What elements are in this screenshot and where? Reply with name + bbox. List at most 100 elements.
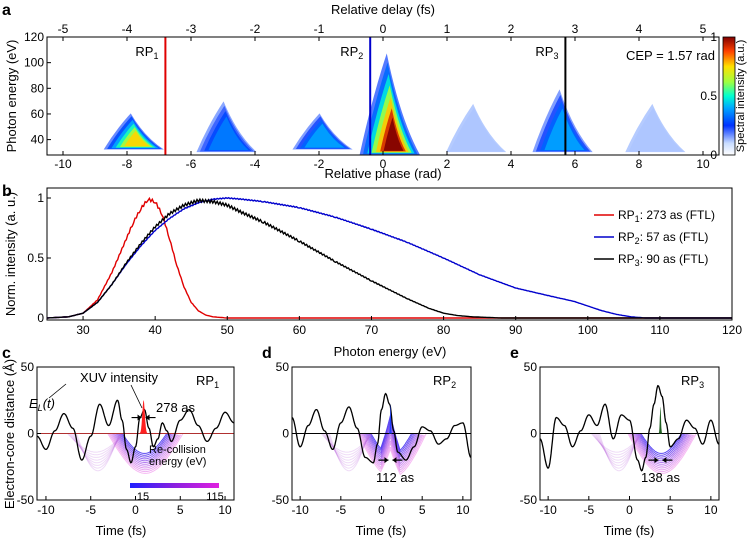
tick-label: 40 bbox=[31, 133, 45, 147]
colorbar-ticks: 00.51 bbox=[700, 30, 717, 162]
cep-annotation: CEP = 1.57 rad bbox=[626, 48, 715, 63]
tick-label: -8 bbox=[122, 157, 133, 171]
x-axis-phase: -10 -8 -6 -4 -2 0 2 4 6 8 10 bbox=[54, 151, 710, 171]
x-tick-label: -10 bbox=[37, 503, 55, 517]
trajectory-line bbox=[69, 433, 123, 458]
tick-label: -3 bbox=[186, 22, 197, 36]
trajectory-line bbox=[357, 433, 427, 476]
tick-label: 4 bbox=[636, 22, 643, 36]
x-axis-delay: -5 -4 -3 -2 -1 0 1 2 3 4 5 bbox=[58, 22, 707, 41]
tick-label: -4 bbox=[122, 22, 133, 36]
tick-label: 60 bbox=[293, 323, 307, 337]
trajectory-line bbox=[591, 433, 642, 456]
trajectory-line bbox=[108, 433, 182, 473]
trajectory-line bbox=[598, 433, 639, 472]
colorbar-tick-label: 0.5 bbox=[700, 89, 717, 103]
pulse-width-label: 112 as bbox=[376, 470, 415, 485]
x-tick-label: -5 bbox=[335, 503, 346, 517]
xuv-pulse bbox=[136, 400, 152, 434]
x-axis-title: Relative phase (rad) bbox=[324, 166, 441, 181]
x-tick-label: 10 bbox=[218, 503, 232, 517]
tick-label: 30 bbox=[76, 323, 90, 337]
trajectory-line bbox=[73, 433, 121, 466]
series-line-rp2 bbox=[46, 196, 732, 319]
x-tick-label: 0 bbox=[378, 503, 385, 517]
colorbar bbox=[722, 36, 736, 156]
x-tick-label: 0 bbox=[626, 503, 633, 517]
tick-label: 100 bbox=[24, 56, 44, 70]
x-tick-label: 10 bbox=[704, 503, 718, 517]
tick-label: -1 bbox=[314, 22, 325, 36]
colorbar-title: Spectral intensity (a.u.) bbox=[735, 40, 747, 153]
trajectory-line bbox=[120, 433, 169, 456]
x-tick-label: 5 bbox=[177, 503, 184, 517]
colorbar-tick-label: 0 bbox=[710, 148, 717, 162]
x-tick-label: -10 bbox=[539, 503, 557, 517]
x-tick-label: 5 bbox=[667, 503, 674, 517]
tick-label: 2 bbox=[444, 157, 451, 171]
tick-label: 4 bbox=[508, 157, 515, 171]
panel-e-label: e bbox=[510, 345, 519, 362]
contour-level bbox=[124, 130, 150, 147]
trajectory-line bbox=[593, 433, 642, 458]
tick-label: -4 bbox=[250, 157, 261, 171]
series-line-rp3 bbox=[46, 197, 732, 319]
trajectory-line bbox=[324, 433, 371, 461]
contour-level bbox=[628, 107, 684, 152]
y-tick-label: 0 bbox=[530, 427, 537, 441]
trajectory-line bbox=[361, 433, 423, 469]
trajectory-line bbox=[119, 433, 171, 458]
x2-axis-title: Relative delay (fs) bbox=[331, 2, 435, 17]
trajectory-line bbox=[363, 433, 420, 465]
tick-label: -6 bbox=[186, 157, 197, 171]
panel-d-label: d bbox=[262, 345, 272, 362]
tick-label: 100 bbox=[578, 323, 598, 337]
tick-label: 0 bbox=[380, 22, 387, 36]
tick-label: 50 bbox=[221, 323, 235, 337]
trajectory-line bbox=[323, 433, 372, 458]
trajectory-line bbox=[112, 433, 177, 467]
trajectory-line bbox=[109, 433, 180, 471]
trajectory-line bbox=[70, 433, 122, 461]
tick-label: -2 bbox=[250, 22, 261, 36]
x-tick-label: 10 bbox=[456, 503, 470, 517]
trajectory-line bbox=[630, 433, 693, 469]
laser-field-line bbox=[291, 392, 472, 464]
tick-label: -10 bbox=[54, 157, 72, 171]
spectrum-blob bbox=[292, 113, 353, 150]
tick-label: 2 bbox=[508, 22, 515, 36]
trajectory-line bbox=[322, 433, 372, 456]
spectrum-blob bbox=[625, 103, 686, 153]
panel-c-label: c bbox=[2, 345, 11, 362]
rp-label: RP1 bbox=[196, 373, 219, 390]
x-axis-title: Time (fs) bbox=[356, 523, 407, 538]
recollision-colorbar-title: Re-collision energy (eV) bbox=[149, 444, 206, 468]
trajectory-line bbox=[113, 433, 176, 465]
rp-label: RP3 bbox=[681, 373, 704, 390]
y-tick-label: -50 bbox=[272, 493, 290, 507]
trajectory-line bbox=[594, 433, 641, 461]
y-axis-title: Norm. intensity (a. u.) bbox=[3, 192, 18, 316]
tick-label: 6 bbox=[572, 157, 579, 171]
spectra-lines bbox=[46, 196, 732, 319]
x-tick-label: 5 bbox=[419, 503, 426, 517]
tick-label: 80 bbox=[31, 81, 45, 95]
trajectory-line bbox=[121, 433, 168, 454]
spectrum-blob bbox=[196, 101, 257, 153]
recollision-tick-low: 15 bbox=[137, 491, 149, 503]
tick-label: 5 bbox=[700, 22, 707, 36]
pulse-width-label: 278 as bbox=[156, 400, 196, 415]
tick-label: 10 bbox=[696, 157, 710, 171]
trajectory-line bbox=[633, 433, 690, 465]
tick-label: 0.5 bbox=[27, 251, 44, 265]
rp-label: RP2 bbox=[340, 44, 363, 61]
trajectory-line bbox=[635, 433, 688, 462]
tick-label: 120 bbox=[24, 30, 44, 44]
y-tick-label: -50 bbox=[520, 493, 538, 507]
tick-label: 3 bbox=[572, 22, 579, 36]
tick-label: 40 bbox=[148, 323, 162, 337]
panel-a: a RP1 RP2 RP3 -10 -8 -6 -4 -2 0 2 4 6 8 10 -5 -4 -3 -2-… bbox=[2, 2, 747, 181]
width-arrowheads bbox=[137, 414, 150, 421]
